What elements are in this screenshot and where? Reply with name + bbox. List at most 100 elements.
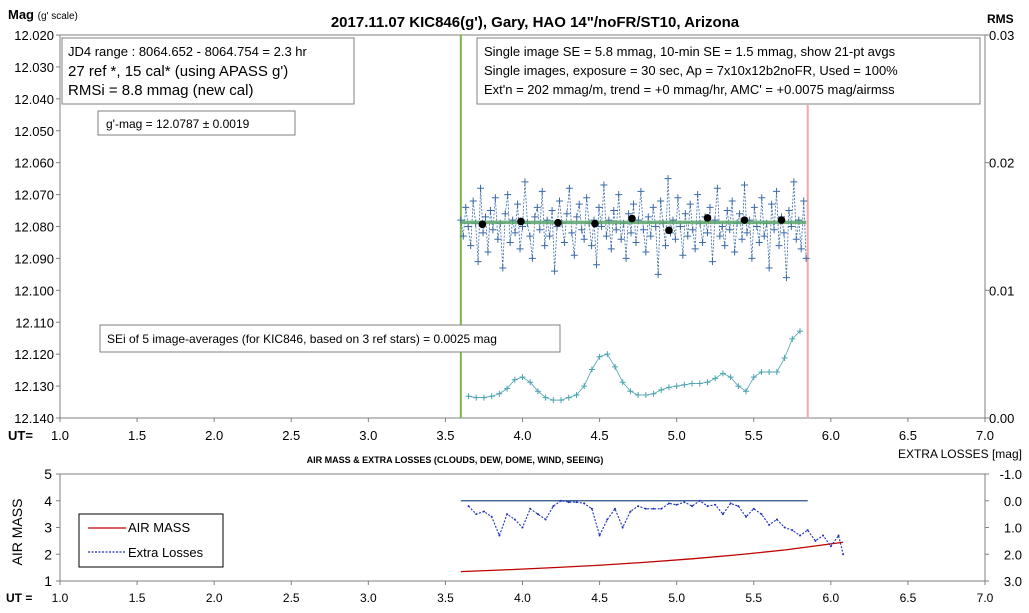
avg-point (665, 226, 673, 235)
extra-losses-point (667, 502, 670, 505)
sei-point (604, 351, 611, 358)
avg-point (777, 216, 786, 224)
single-image-point (750, 203, 758, 211)
single-image-point (556, 197, 563, 205)
single-image-point (760, 232, 768, 240)
single-image-point (602, 232, 610, 240)
single-image-point (528, 254, 536, 262)
single-image-point (597, 223, 605, 230)
single-image-point (782, 274, 790, 282)
single-image-point (474, 258, 482, 266)
single-image-point (765, 264, 773, 272)
extra-losses-point (783, 526, 786, 529)
single-image-point (775, 242, 783, 250)
top-y-tick-label: 12.090 (14, 251, 54, 266)
sei-point (704, 379, 711, 386)
single-image-point (612, 226, 620, 234)
extra-losses-point (498, 534, 501, 537)
top-x-tick-label: 1.0 (51, 428, 69, 443)
single-image-point (652, 223, 660, 230)
extra-losses-point (521, 526, 524, 529)
legend-losses-label: Extra Losses (128, 545, 204, 560)
info-box-right (476, 37, 981, 105)
extra-losses-point (737, 505, 740, 508)
sei-point (511, 376, 518, 383)
top-y-tick-label: 12.080 (14, 220, 54, 235)
sei-point (558, 397, 565, 404)
sei-point (519, 374, 526, 381)
top-x-tick-label: 2.5 (282, 428, 300, 443)
extra-losses-point (552, 505, 555, 508)
sei-point (735, 383, 742, 390)
single-image-point (533, 203, 541, 211)
sei-point (534, 388, 541, 395)
extra-losses-point (842, 553, 845, 556)
info-right-line-2: Single images, exposure = 30 sec, Ap = 7… (484, 63, 898, 78)
info-left-line-3: RMSi = 8.8 mmag (new cal) (68, 82, 253, 99)
sei-point (542, 394, 549, 401)
sei-point (619, 379, 626, 386)
single-image-point (477, 184, 485, 192)
extra-losses-point (621, 526, 624, 529)
sei-point (665, 384, 672, 391)
single-image-point (467, 242, 475, 250)
top-x-tick-label: 3.5 (436, 428, 454, 443)
info-box-left (61, 37, 355, 105)
single-image-point (627, 229, 635, 237)
top-y-tick-label: 12.070 (14, 188, 54, 203)
single-image-point (457, 216, 465, 224)
bottom-x-tick-label: 4.0 (514, 591, 531, 605)
bottom-x-tick-label: 6.5 (900, 591, 917, 605)
single-image-point (504, 191, 512, 199)
bottom-y2-tick-label: 0.0 (1004, 494, 1022, 509)
bottom-y-axis-label: AIR MASS (9, 499, 25, 566)
single-image-point (546, 232, 554, 240)
single-image-point (748, 254, 756, 262)
sei-point (773, 369, 780, 376)
sei-point (465, 393, 472, 400)
airmass-line (460, 541, 844, 573)
avg-point (554, 218, 562, 227)
top-x-tick-label: 4.5 (591, 428, 609, 443)
bottom-x-tick-label: 6.0 (822, 591, 839, 605)
sei-point (504, 385, 511, 392)
single-image-point (726, 226, 734, 234)
sei-point (565, 394, 572, 401)
single-image-point (563, 210, 571, 218)
bottom-x-tick-label: 2.0 (206, 591, 223, 605)
gmag-box (97, 110, 296, 136)
single-image-point (615, 191, 623, 199)
single-image-point (718, 223, 726, 230)
single-image-point (593, 261, 600, 269)
single-image-point (780, 229, 788, 237)
bottom-x-tick-label: 5.0 (668, 591, 685, 605)
single-image-point (482, 213, 489, 221)
top-chart-title: 2017.11.07 KIC846(g'), Gary, HAO 14"/noF… (331, 14, 740, 31)
single-image-point (743, 229, 751, 237)
extra-losses-point (698, 499, 701, 502)
single-image-point (625, 210, 633, 218)
sei-point (766, 369, 773, 376)
top-y2-tick-label: 0.00 (989, 411, 1014, 426)
top-x-tick-label: 4.0 (513, 428, 531, 443)
single-image-point (644, 213, 652, 221)
single-image-point (464, 223, 472, 230)
top-y-tick-label: 12.060 (14, 156, 54, 171)
single-image-point (713, 184, 721, 192)
sei-point (696, 380, 703, 387)
single-image-point (499, 264, 507, 272)
single-image-point (560, 238, 568, 246)
single-image-point (484, 248, 492, 256)
sei-point (658, 386, 665, 393)
single-image-point (538, 187, 546, 195)
info-right-line-1: Single image SE = 5.8 mmag, 10-min SE = … (484, 44, 896, 59)
single-image-point (516, 245, 524, 253)
single-image-point (797, 245, 805, 253)
sei-point (681, 381, 688, 388)
avg-point (478, 220, 487, 229)
single-image-point (792, 235, 800, 243)
single-image-point (639, 226, 647, 234)
single-image-point (536, 226, 544, 234)
